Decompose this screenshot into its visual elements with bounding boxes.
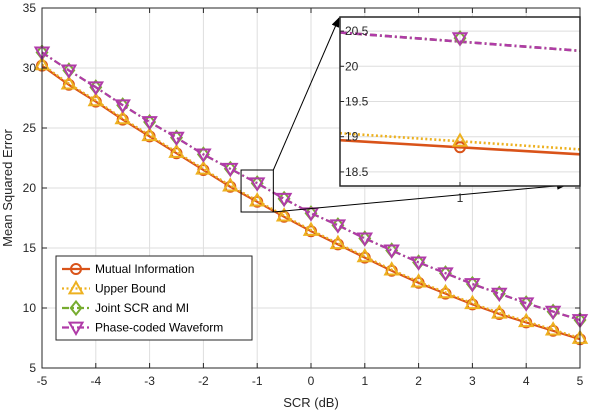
data-point [141,126,158,142]
legend-label: Mutual Information [95,262,194,276]
y-tick-label: 35 [23,1,37,15]
data-point [114,109,131,125]
x-tick-label: 1 [361,374,368,388]
data-point [491,304,508,319]
legend-label: Joint SCR and MI [95,301,189,315]
x-tick-label: -4 [90,374,101,388]
data-point [544,321,562,336]
legend-swatch-marker [69,299,83,317]
zoom-region-box [240,169,274,213]
data-point [544,305,562,321]
data-point [248,192,266,207]
inset-y-tick-label: 19.5 [345,95,369,109]
data-point [356,247,374,263]
data-point [491,287,508,303]
legend-item: Upper Bound [62,279,166,296]
legend-swatch-marker [67,321,85,337]
data-point [464,278,481,293]
zoom-connector-top [272,17,340,171]
data-point [114,99,131,114]
x-axis-title: SCR (dB) [283,395,339,410]
data-point [195,148,212,163]
data-point [383,261,400,276]
inset-y-tick-label: 20 [345,59,359,73]
data-point [356,232,374,247]
series-phase-coded-waveform [33,46,589,329]
data-point [329,234,347,250]
inset-x-tick-label: 1 [457,191,464,205]
inset-series-line [339,31,581,53]
data-point [517,297,535,312]
data-point [437,283,454,299]
data-point [87,81,105,96]
data-point [410,273,427,288]
data-point [168,131,185,147]
legend-item: Phase-coded Waveform [62,321,223,337]
inset-y-tick-label: 20.5 [345,24,369,38]
data-point [329,219,347,234]
data-point [517,312,535,328]
x-tick-label: 4 [523,374,530,388]
x-tick-label: 3 [469,374,476,388]
data-point [168,143,185,158]
zoom-connector-bottom [273,181,567,213]
legend: Mutual Information Upper Bound Joint SCR a… [55,255,253,341]
x-tick-label: -1 [252,374,263,388]
y-tick-label: 5 [29,361,36,375]
legend-item: Mutual Information [62,262,194,276]
data-point [141,116,158,131]
legend-item: Joint SCR and MI [62,299,189,317]
y-axis: 5 10 15 20 25 30 35 [23,1,580,375]
data-point [275,207,293,222]
y-tick-label: 30 [23,61,37,75]
x-axis: -5 -4 -3 -2 -1 0 1 2 3 4 5 [37,8,584,388]
y-tick-label: 25 [23,121,37,135]
data-point [437,267,454,282]
data-point [410,256,427,271]
inset-data-point [454,141,466,154]
legend-swatch-marker [67,279,85,295]
data-point [383,244,400,259]
y-tick-label: 15 [23,241,37,255]
y-axis-title: Mean Squared Error [0,128,15,246]
data-point [222,177,239,192]
legend-label: Phase-coded Waveform [95,321,223,335]
inset-series-line [339,138,581,156]
inset-y-tick-label: 19 [345,130,359,144]
y-tick-label: 20 [23,181,37,195]
x-tick-label: 2 [415,374,422,388]
inset-data-point [451,32,469,47]
data-point [87,91,105,107]
data-point [195,160,212,175]
series-upper-bound [33,55,589,344]
series-line [41,63,581,340]
y-tick-label: 10 [23,301,37,315]
x-tick-label: -3 [144,374,155,388]
data-point [60,75,78,90]
x-tick-label: -5 [37,374,48,388]
data-point [222,162,239,178]
data-point [464,294,481,310]
inset-axes: 18.5 19 19.5 20 20.5 1 [339,16,581,205]
legend-label: Upper Bound [95,282,166,296]
data-point [248,177,266,192]
data-point [60,64,78,79]
inset-y-tick-label: 18.5 [345,165,369,179]
inset-data-point [451,132,469,147]
x-tick-label: 5 [577,374,584,388]
series-line [41,51,581,322]
x-tick-label: -2 [198,374,209,388]
x-tick-label: 0 [308,374,315,388]
data-point [302,221,320,236]
data-point [275,192,293,208]
legend-swatch-marker [70,263,82,275]
